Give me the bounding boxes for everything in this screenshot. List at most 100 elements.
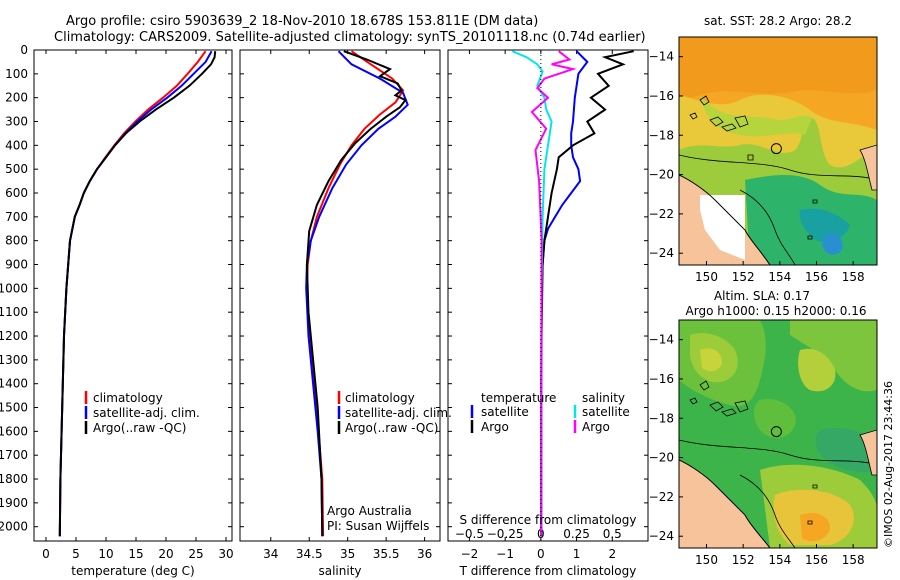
sla-map-title2: Argo h1000: 0.15 h2000: 0.16 xyxy=(686,304,867,318)
series-line-t-satellite xyxy=(540,50,589,537)
s-tick-label: 0.25 xyxy=(563,527,590,541)
s-tick-label: 0.5 xyxy=(603,527,622,541)
depth-axis: 0 100 200 300 400 500 600 700 800 900 1000 1100 1200… xyxy=(0,43,648,534)
sla-map xyxy=(679,320,877,548)
map-x-tick-label: 152 xyxy=(732,270,755,284)
salinity-xlabel: salinity xyxy=(318,564,361,578)
map-x-tick-label: 156 xyxy=(805,270,828,284)
legend-satellite: satellite-adj. clim. xyxy=(93,406,200,420)
x-tick-label: 34.5 xyxy=(296,547,323,561)
x-tick-label: 1 xyxy=(573,547,581,561)
depth-tick-label: 700 xyxy=(5,210,28,224)
difference-axes xyxy=(447,49,649,542)
temperature-axes xyxy=(33,49,233,542)
map-x-tick-label: 150 xyxy=(695,270,718,284)
series-line-t-argo xyxy=(540,50,634,537)
x-tick-label: 0 xyxy=(42,547,50,561)
temperature-legend: climatology satellite-adj. clim. Argo(..… xyxy=(84,391,200,435)
x-tick-label: 20 xyxy=(158,547,173,561)
x-tick-label: 25 xyxy=(188,547,203,561)
x-tick-label: 10 xyxy=(98,547,113,561)
legend-climatology: climatology xyxy=(93,391,163,405)
sst-map-title: sat. SST: 28.2 Argo: 28.2 xyxy=(704,14,852,28)
salinity-axes xyxy=(239,49,441,542)
sst-map-frame xyxy=(678,36,878,266)
depth-tick-label: 600 xyxy=(5,186,28,200)
x-tick-label: 5 xyxy=(72,547,80,561)
x-tick-label: 34 xyxy=(263,547,278,561)
header-line2: Climatology: CARS2009. Satellite-adjuste… xyxy=(54,30,646,45)
map-x-tick-label: 152 xyxy=(732,553,755,567)
map-axes: 150 152 154 156 158 −14 −16 −18 −20 −22 −24 150 152 1… xyxy=(649,50,865,567)
temperature-xlabel: temperature (deg C) xyxy=(71,564,194,578)
depth-tick-label: 1000 xyxy=(0,281,28,295)
depth-tick-label: 1500 xyxy=(0,401,28,415)
depth-tick-label: 1200 xyxy=(0,329,28,343)
x-tick-label: 0 xyxy=(537,547,545,561)
annotation-line2: PI: Susan Wijffels xyxy=(327,519,429,533)
temperature-series xyxy=(58,50,217,537)
float-position-marker xyxy=(770,143,782,155)
map-y-tick-label: −24 xyxy=(649,246,674,260)
depth-tick-label: 1300 xyxy=(0,353,28,367)
sla-map-title1: Altim. SLA: 0.17 xyxy=(714,289,810,303)
salinity-legend: climatology satellite-adj. clim. Argo(..… xyxy=(327,391,452,533)
depth-tick-label: 900 xyxy=(5,258,28,272)
map-x-tick-label: 150 xyxy=(695,553,718,567)
map-x-tick-label: 158 xyxy=(842,270,865,284)
map-y-tick-label: −20 xyxy=(649,168,674,182)
x-tick-label: 15 xyxy=(128,547,143,561)
copyright-footer: ©IMOS 02-Aug-2017 23:44:36 xyxy=(882,381,895,548)
legend-t-argo: Argo xyxy=(481,420,509,434)
series-line-climatology xyxy=(58,50,207,537)
series-line-s-satellite xyxy=(511,50,553,537)
map-y-tick-label: −20 xyxy=(649,451,674,465)
depth-tick-label: 1600 xyxy=(0,424,28,438)
x-tick-label: 36 xyxy=(417,547,432,561)
legend-satellite: satellite-adj. clim. xyxy=(345,406,452,420)
x-tick-label: 30 xyxy=(218,547,233,561)
map-y-tick-label: −18 xyxy=(649,128,674,142)
legend-t-satellite: satellite xyxy=(481,405,529,419)
legend-argo: Argo(..raw -QC) xyxy=(93,421,186,435)
difference-legend: temperature salinity satellite Argo sate… xyxy=(470,391,630,434)
depth-tick-label: 300 xyxy=(5,115,28,129)
map-y-tick-label: −24 xyxy=(649,529,674,543)
difference-series xyxy=(511,50,634,537)
sla-map-frame xyxy=(678,319,878,549)
s-tick-label: −0.25 xyxy=(487,527,524,541)
depth-tick-label: 500 xyxy=(5,162,28,176)
map-x-tick-label: 156 xyxy=(805,553,828,567)
legend-s-satellite: satellite xyxy=(582,405,630,419)
legend-s-argo: Argo xyxy=(582,420,610,434)
depth-tick-label: 200 xyxy=(5,91,28,105)
depth-tick-label: 1100 xyxy=(0,305,28,319)
map-y-tick-label: −14 xyxy=(649,50,674,64)
map-y-tick-label: −16 xyxy=(649,89,674,103)
depth-tick-label: 1700 xyxy=(0,448,28,462)
map-y-tick-label: −14 xyxy=(649,333,674,347)
legend-climatology: climatology xyxy=(345,391,415,405)
depth-tick-label: 2000 xyxy=(0,520,28,534)
map-y-tick-label: −18 xyxy=(649,411,674,425)
x-tick-label: −1 xyxy=(496,547,514,561)
depth-tick-label: 400 xyxy=(5,138,28,152)
salinity-series xyxy=(305,50,409,537)
annotation-line1: Argo Australia xyxy=(327,504,412,518)
s-tick-label: −0.5 xyxy=(455,527,484,541)
depth-tick-label: 1800 xyxy=(0,472,28,486)
map-x-tick-label: 158 xyxy=(842,553,865,567)
x-tick-label: 35.5 xyxy=(373,547,400,561)
map-y-tick-label: −22 xyxy=(649,207,674,221)
x-tick-label: 2 xyxy=(608,547,616,561)
map-x-tick-label: 154 xyxy=(768,553,791,567)
map-y-tick-label: −16 xyxy=(649,372,674,386)
depth-tick-label: 1900 xyxy=(0,496,28,510)
depth-tick-label: 1400 xyxy=(0,377,28,391)
series-line-satellite-adj-clim- xyxy=(305,50,409,537)
header-line1: Argo profile: csiro 5903639_2 18-Nov-201… xyxy=(66,14,538,29)
x-tick-label: −2 xyxy=(461,547,479,561)
sst-map xyxy=(679,37,877,265)
legend-temperature-header: temperature xyxy=(481,391,556,405)
